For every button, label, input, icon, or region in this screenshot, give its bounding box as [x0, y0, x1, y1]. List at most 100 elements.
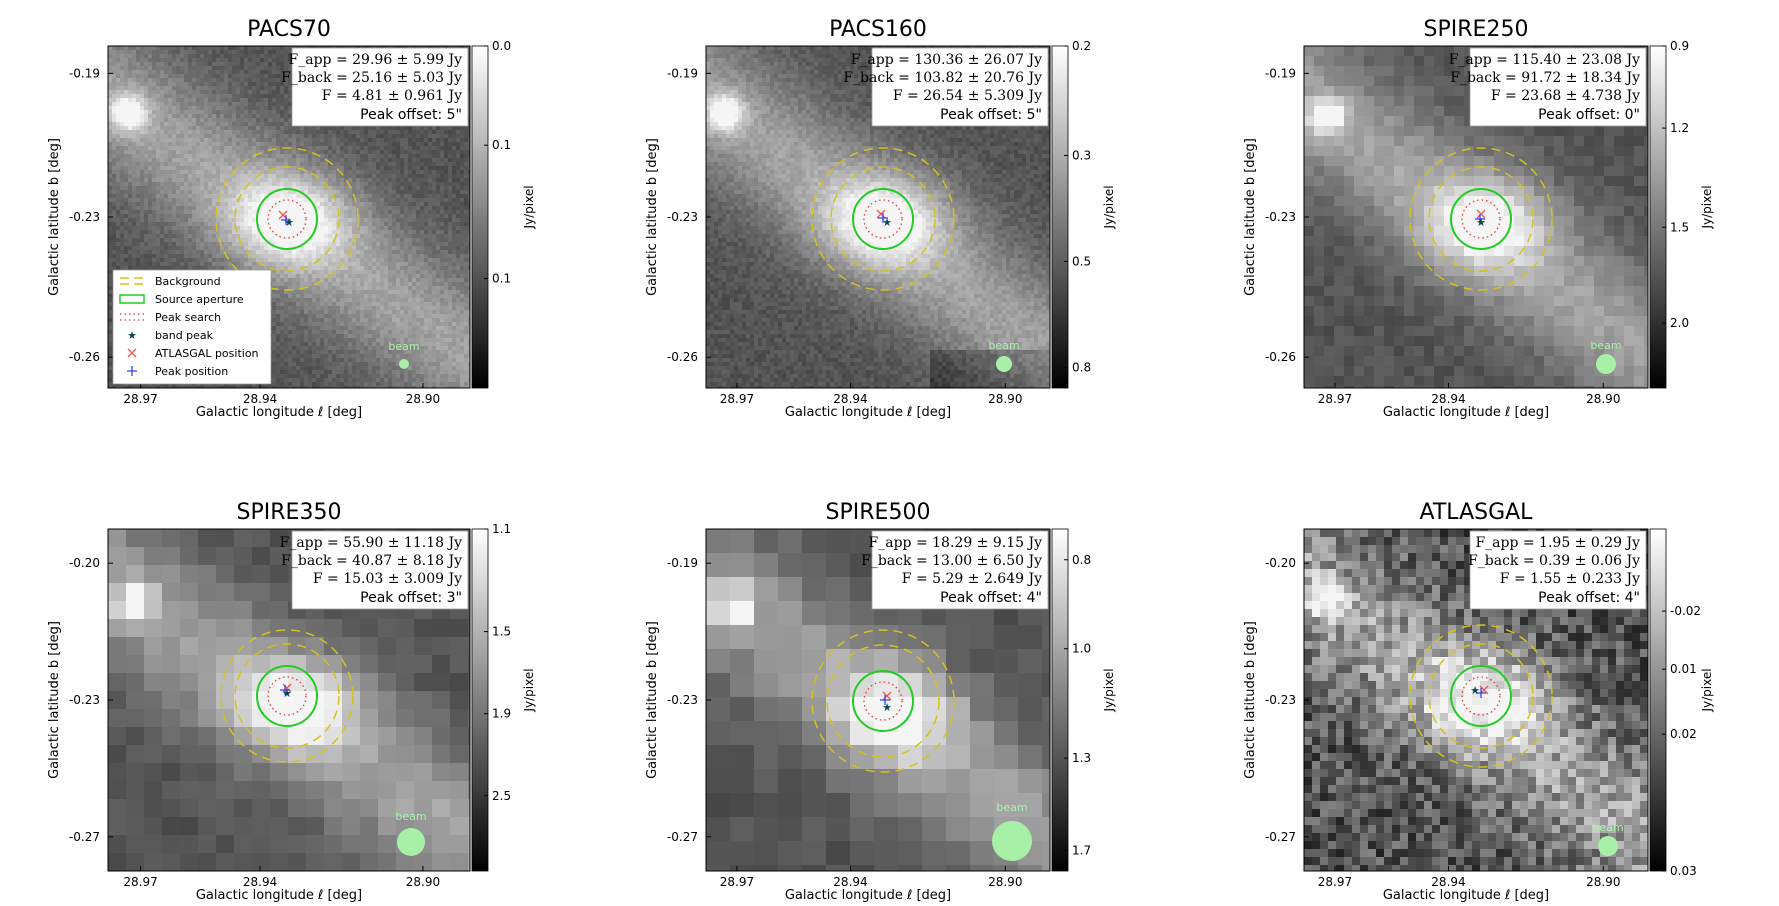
y-tick-label: -0.23 — [667, 693, 698, 707]
flux-line: F_app = 130.36 ± 26.07 Jy — [851, 52, 1042, 68]
colorbar-tick-label: 1.0 — [1072, 642, 1091, 656]
colorbar-label: Jy/pixel — [1700, 185, 1714, 229]
x-axis-label: Galactic longitude ℓ [deg] — [1383, 888, 1549, 903]
y-tick-label: -0.27 — [1265, 830, 1296, 844]
panel-title: PACS160 — [829, 17, 927, 42]
panel-spire500: ★ beam F_app = 18.29 ± 9.15 Jy F_back = 13.… — [645, 500, 1116, 903]
x-axis-label: Galactic longitude ℓ [deg] — [785, 405, 951, 420]
colorbar-tick-label: 2.0 — [1670, 316, 1689, 330]
beam-label: beam — [395, 810, 426, 823]
panel-title: SPIRE350 — [237, 500, 342, 525]
legend-swatch-peak-position — [127, 366, 137, 376]
flux-box — [871, 47, 1049, 127]
peak-position-marker — [281, 215, 291, 225]
peak-position-marker — [1475, 214, 1485, 224]
x-tick-label: 28.90 — [1586, 875, 1620, 889]
x-tick-label: 28.90 — [988, 392, 1022, 406]
y-tick-label: -0.19 — [667, 66, 698, 80]
beam-circle — [996, 356, 1012, 372]
legend-label: Background — [155, 275, 221, 288]
peak-search-circle — [267, 676, 307, 716]
source-aperture-circle — [256, 188, 318, 250]
y-tick-label: -0.23 — [1265, 210, 1296, 224]
background-outer-circle — [811, 147, 955, 291]
beam-label: beam — [1592, 821, 1623, 834]
colorbar-label: Jy/pixel — [522, 668, 536, 712]
panel-atlasgal: ★ beam F_app = 1.95 ± 0.29 Jy F_back = 0.39… — [1243, 500, 1714, 903]
y-axis-label: Galactic latitude b [deg] — [1243, 621, 1258, 779]
x-tick-label: 28.97 — [123, 875, 157, 889]
peak-offset: Peak offset: 0" — [1538, 107, 1640, 123]
x-axis-label: Galactic longitude ℓ [deg] — [196, 888, 362, 903]
peak-search-circle — [863, 681, 903, 721]
colorbar-tick-label: 1.5 — [1670, 220, 1689, 234]
peak-search-circle — [267, 199, 307, 239]
y-tick-label: -0.20 — [1265, 556, 1296, 570]
colorbar-label: Jy/pixel — [1102, 668, 1116, 712]
panel-spire250: ★ beam F_app = 115.40 ± 23.08 Jy F_back = 9… — [1243, 17, 1714, 420]
y-tick-label: -0.20 — [69, 556, 100, 570]
x-tick-label: 28.90 — [406, 875, 440, 889]
colorbar-tick-label: 0.01 — [1670, 662, 1697, 676]
x-axis-label: Galactic longitude ℓ [deg] — [785, 888, 951, 903]
band-peak-marker: ★ — [882, 701, 892, 714]
beam-label: beam — [1590, 339, 1621, 352]
x-tick-label: 28.94 — [833, 392, 867, 406]
x-axis-label: Galactic longitude ℓ [deg] — [196, 405, 362, 420]
colorbar-tick-label: 1.9 — [492, 707, 511, 721]
beam-label: beam — [988, 339, 1019, 352]
colorbar-label: Jy/pixel — [1102, 185, 1116, 229]
y-tick-label: -0.19 — [69, 66, 100, 80]
panel-title: PACS70 — [247, 17, 331, 42]
legend: Background Source aperture Peak search ★ ban… — [112, 269, 272, 385]
colorbar-tick-label: 0.8 — [1072, 553, 1091, 567]
legend-swatch-background — [120, 277, 143, 285]
flux-box — [1469, 530, 1647, 610]
band-peak-marker: ★ — [1476, 216, 1486, 229]
legend-label: Peak search — [155, 311, 221, 324]
colorbar — [1051, 45, 1069, 389]
sky-image — [1304, 529, 1649, 872]
y-tick-label: -0.27 — [69, 830, 100, 844]
colorbar-tick-label: 0.03 — [1670, 864, 1697, 878]
colorbar-tick-label: 1.2 — [1670, 121, 1689, 135]
panel-pacs70: ★ beam F_app = 29.96 ± 5.99 Jy F_back = 25.… — [47, 17, 536, 420]
flux-line: F_back = 91.72 ± 18.34 Jy — [1450, 70, 1640, 86]
peak-position-marker — [1476, 688, 1486, 698]
legend-label: band peak — [155, 329, 214, 342]
background-inner-circle — [234, 166, 340, 272]
colorbar — [471, 45, 489, 389]
colorbar-label: Jy/pixel — [522, 185, 536, 229]
colorbar-tick-label: 0.1 — [492, 138, 511, 152]
colorbar-label: Jy/pixel — [1700, 668, 1714, 712]
colorbar-tick-label: 1.5 — [492, 625, 511, 639]
background-outer-circle — [215, 147, 359, 291]
colorbar — [471, 528, 489, 872]
panel-title: ATLASGAL — [1420, 500, 1534, 525]
colorbar-tick-label: 1.7 — [1072, 843, 1091, 857]
x-tick-label: 28.97 — [720, 392, 754, 406]
flux-line: F = 5.29 ± 2.649 Jy — [902, 571, 1042, 587]
colorbar — [1649, 528, 1667, 872]
background-outer-circle — [1409, 147, 1553, 291]
y-axis-label: Galactic latitude b [deg] — [645, 138, 660, 296]
colorbar — [1649, 45, 1667, 389]
colorbar-tick-label: 0.8 — [1072, 360, 1091, 374]
y-tick-label: -0.23 — [1265, 693, 1296, 707]
y-tick-label: -0.23 — [69, 693, 100, 707]
flux-line: F_back = 25.16 ± 5.03 Jy — [281, 70, 462, 86]
legend-box — [112, 269, 272, 385]
band-peak-marker: ★ — [882, 216, 892, 229]
flux-line: F_app = 1.95 ± 0.29 Jy — [1475, 535, 1640, 551]
peak-search-circle — [863, 199, 903, 239]
legend-swatch-atlasgal — [127, 348, 137, 358]
y-tick-label: -0.19 — [1265, 66, 1296, 80]
beam-circle — [1596, 354, 1616, 374]
source-aperture-circle — [852, 188, 914, 250]
peak-offset: Peak offset: 4" — [940, 590, 1042, 606]
peak-offset: Peak offset: 5" — [360, 107, 462, 123]
x-tick-label: 28.94 — [833, 875, 867, 889]
y-tick-label: -0.23 — [69, 210, 100, 224]
legend-label: Source aperture — [155, 293, 244, 306]
